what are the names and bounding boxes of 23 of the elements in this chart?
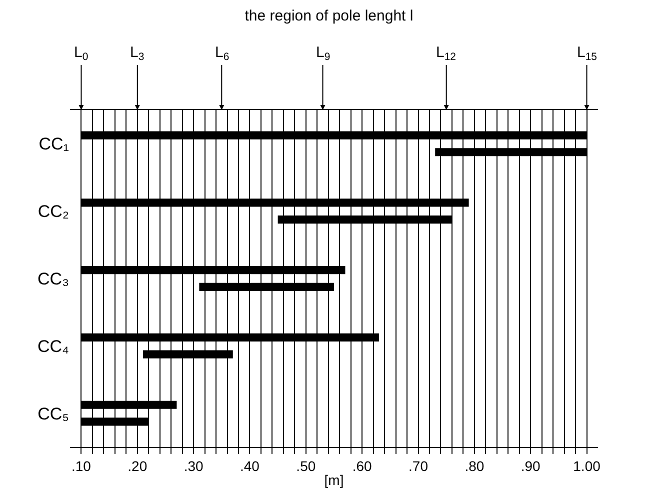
x-tick-label: .50 — [296, 458, 316, 474]
x-tick-label: 1.00 — [573, 458, 601, 474]
ref-line-label: L$_{0}$ — [74, 44, 88, 64]
y-tick-label: CC₂ — [38, 202, 69, 222]
x-tick-label: .30 — [184, 458, 204, 474]
x-tick-label: .10 — [71, 458, 92, 474]
ref-line-label: L$_{6}$ — [215, 44, 230, 64]
y-tick-label: CC₃ — [38, 269, 69, 288]
x-tick-label: .90 — [520, 458, 541, 474]
chart-title: the region of pole lenght l — [244, 7, 414, 24]
y-tick-label: CC₅ — [38, 404, 69, 424]
y-tick-label: CC₄ — [38, 336, 70, 356]
ref-line-label: L$_{12}$ — [436, 44, 456, 64]
ref-line-label: L$_{9}$ — [316, 44, 330, 64]
x-tick-label: .70 — [408, 458, 428, 474]
x-tick-label: .60 — [352, 458, 372, 474]
x-tick-label: .20 — [128, 458, 148, 474]
ref-line-label: L$_{3}$ — [130, 44, 144, 64]
x-axis-title: [m] — [324, 472, 344, 488]
x-tick-label: .40 — [240, 458, 260, 474]
x-tick-label: .80 — [464, 458, 484, 474]
ref-line-label: L$_{15}$ — [577, 44, 598, 64]
y-tick-label: CC₁ — [38, 134, 70, 154]
